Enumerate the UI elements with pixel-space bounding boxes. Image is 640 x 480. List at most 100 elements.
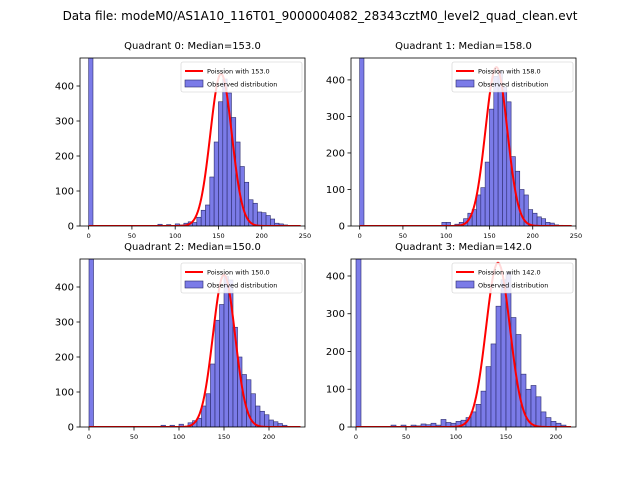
y-tick-label: 300 — [55, 318, 74, 329]
histogram-bar — [259, 410, 265, 427]
axes-frame — [350, 57, 577, 227]
x-tick-label: 200 — [256, 232, 268, 240]
poisson-curve — [356, 261, 571, 427]
histogram-bar — [484, 161, 490, 226]
x-tick-label: 0 — [87, 433, 91, 441]
histogram-bar — [268, 419, 274, 427]
panel-quadrant-0: 0 50 100 150 200 250 0 100 200 300 400 Quadrant 0: … — [55, 41, 311, 240]
x-tick-label: 0 — [354, 433, 358, 441]
legend-swatch-bar — [184, 280, 204, 289]
x-tick-label: 100 — [440, 232, 452, 240]
histogram-bar — [476, 194, 482, 226]
legend: Poission with 142.0 Observed distribution — [451, 262, 574, 294]
y-tick-label: 100 — [55, 388, 74, 399]
panel-title: Quadrant 0: Median=153.0 — [124, 41, 261, 52]
x-tick-label: 250 — [570, 232, 582, 240]
legend-swatch-bar — [455, 280, 475, 289]
y-tick-label: 0 — [68, 423, 74, 434]
y-tick-label: 400 — [326, 75, 345, 86]
histogram-bar — [218, 101, 224, 226]
y-tick-label: 0 — [339, 423, 345, 434]
histogram-bar — [205, 393, 211, 427]
x-tick-label: 50 — [128, 232, 136, 240]
legend-swatch-bar — [455, 79, 475, 88]
histogram-bar — [252, 202, 258, 226]
histogram-bar — [530, 385, 537, 427]
poisson-curve — [88, 72, 301, 226]
y-tick-label: 200 — [326, 148, 345, 159]
legend: Poission with 158.0 Observed distribution — [451, 61, 574, 93]
histogram-bar — [480, 390, 487, 427]
plot-area — [355, 259, 571, 427]
y-tick-label: 400 — [326, 271, 345, 282]
histogram-bar — [265, 215, 271, 226]
histogram-bar — [549, 222, 555, 226]
legend-box — [180, 262, 303, 294]
histogram-bar — [264, 414, 270, 427]
y-tick-label: 300 — [326, 112, 345, 123]
histogram-bar — [532, 212, 538, 226]
panel-quadrant-2: 0 50 100 150 200 0 100 200 300 400 Quadrant 2: Med… — [55, 242, 306, 441]
histogram-bar — [213, 141, 219, 226]
poisson-curve — [89, 273, 301, 427]
histogram-bar — [493, 75, 499, 226]
y-tick-label: 300 — [55, 117, 74, 128]
legend: Poission with 153.0 Observed distribution — [180, 61, 303, 93]
x-tick-label: 200 — [527, 232, 539, 240]
legend-box — [180, 61, 303, 93]
histogram-bar — [497, 70, 503, 226]
panel-title: Quadrant 2: Median=150.0 — [124, 242, 261, 253]
histogram-bar — [485, 366, 492, 427]
histogram-bar — [541, 218, 547, 226]
y-tick-label: 400 — [55, 82, 74, 93]
y-tick-label: 100 — [55, 187, 74, 198]
x-tick-label: 200 — [550, 433, 562, 441]
histogram-bar — [257, 211, 263, 226]
x-tick-label: 50 — [399, 232, 407, 240]
histogram-bar — [490, 343, 497, 427]
x-tick-label: 200 — [263, 433, 275, 441]
histogram-bar — [223, 276, 229, 427]
axes-frame — [350, 258, 577, 428]
histogram-bar — [500, 279, 507, 427]
legend-label-observed: Observed distribution — [207, 81, 277, 89]
y-tick-label: 200 — [326, 347, 345, 358]
figure-suptitle: Data file: modeM0/AS1A10_116T01_90000040… — [63, 9, 578, 23]
panel-quadrant-1: 0 50 100 150 200 250 0 100 200 300 400 Quadrant 1: … — [326, 41, 582, 240]
histogram-bar — [210, 363, 216, 427]
histogram-bar — [200, 209, 206, 226]
histogram-bar — [475, 404, 482, 427]
histogram-bar — [219, 304, 225, 427]
histogram-bar — [545, 417, 552, 427]
panel-title: Quadrant 3: Median=142.0 — [395, 242, 532, 253]
legend-swatch-bar — [184, 79, 204, 88]
legend-label-poisson: Poission with 153.0 — [207, 68, 270, 76]
histogram-bar — [192, 222, 198, 226]
legend-box — [451, 262, 574, 294]
panel-title: Quadrant 1: Median=158.0 — [395, 41, 532, 52]
histogram-bar — [535, 396, 542, 427]
legend-label-poisson: Poission with 150.0 — [207, 269, 270, 277]
y-tick-label: 400 — [55, 283, 74, 294]
x-tick-label: 50 — [130, 433, 138, 441]
legend-label-observed: Observed distribution — [207, 282, 277, 290]
x-tick-label: 250 — [299, 232, 311, 240]
legend-label-poisson: Poission with 142.0 — [478, 269, 541, 277]
x-tick-label: 0 — [358, 232, 362, 240]
y-tick-label: 0 — [339, 222, 345, 233]
legend-label-observed: Observed distribution — [478, 81, 548, 89]
x-tick-label: 100 — [169, 232, 181, 240]
histogram-bar — [355, 259, 362, 427]
legend: Poission with 150.0 Observed distribution — [180, 262, 303, 294]
axes-frame — [79, 258, 306, 428]
y-tick-label: 200 — [55, 353, 74, 364]
axes-frame — [79, 57, 306, 227]
histogram-bar — [495, 305, 502, 427]
y-tick-label: 300 — [326, 309, 345, 320]
y-tick-label: 0 — [68, 222, 74, 233]
histogram-bar — [270, 218, 276, 226]
histogram-bar — [480, 187, 486, 226]
legend-box — [451, 61, 574, 93]
histogram-bar — [540, 411, 547, 427]
